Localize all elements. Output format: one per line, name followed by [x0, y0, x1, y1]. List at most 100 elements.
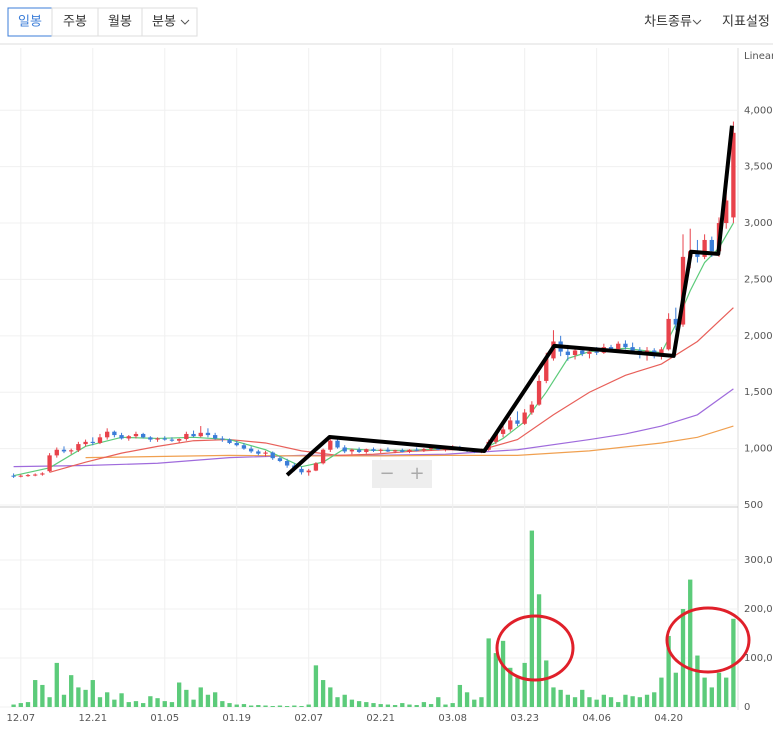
- y-tick-label: 100,000: [744, 653, 773, 664]
- volume-bar: [241, 704, 247, 707]
- tab-label[interactable]: 월봉: [108, 15, 132, 30]
- tab-button[interactable]: [97, 7, 143, 37]
- candle-body: [277, 458, 283, 462]
- scale-mode: Linear: [744, 51, 773, 62]
- zoom-in[interactable]: +: [409, 463, 424, 484]
- y-tick-label: 300,000: [744, 555, 773, 566]
- candle-body: [400, 450, 405, 452]
- volume-bar: [335, 697, 340, 707]
- volume-bar: [529, 530, 535, 707]
- y-tick-label: 1,500: [744, 387, 773, 398]
- candle-body: [148, 437, 153, 440]
- candle-body: [616, 343, 621, 350]
- volume-bar: [277, 705, 283, 707]
- y-tick-label: 2,500: [744, 274, 773, 285]
- candle-body: [594, 351, 599, 353]
- tab-button[interactable]: [51, 7, 99, 37]
- y-tick-label: 3,500: [744, 162, 773, 173]
- volume-bar: [356, 701, 362, 707]
- candle-body: [544, 358, 549, 381]
- candle-body: [522, 412, 527, 424]
- volume-bar: [155, 698, 160, 707]
- volume-bar: [126, 702, 131, 707]
- volume-bar: [500, 640, 506, 707]
- volume-bar: [69, 675, 74, 707]
- candle-body: [378, 449, 383, 451]
- volume-bar: [472, 699, 477, 707]
- candle-body: [493, 433, 499, 442]
- volume-bar: [205, 694, 211, 707]
- volume-bar: [248, 705, 254, 707]
- volume-bar: [25, 702, 31, 707]
- volume-bar: [90, 680, 95, 707]
- volume-bar: [544, 660, 549, 707]
- candle-body: [112, 431, 117, 436]
- candle-body: [500, 429, 506, 434]
- candle-body: [54, 449, 59, 456]
- volume-bar: [198, 687, 203, 707]
- volume-bar: [580, 689, 585, 707]
- volume-bar: [320, 680, 326, 707]
- candle-body: [83, 441, 88, 445]
- volume-bar: [76, 687, 81, 707]
- highlight-circle: [495, 614, 575, 682]
- candle-body: [421, 449, 427, 451]
- volume-bar: [33, 680, 38, 707]
- volume-bar: [83, 689, 88, 707]
- candle-body: [69, 450, 74, 452]
- volume-bar: [536, 594, 542, 707]
- candle-body: [270, 452, 275, 459]
- volume-bar: [162, 701, 167, 707]
- volume-bar: [342, 694, 347, 707]
- x-tick-label: 12.07: [6, 713, 35, 724]
- candle-body: [205, 432, 211, 436]
- volume-bar: [436, 697, 441, 707]
- volume-bar: [371, 703, 376, 707]
- candle-body: [320, 449, 326, 464]
- tab-label[interactable]: 일봉: [18, 15, 42, 30]
- candle-body: [191, 433, 196, 437]
- candle-body: [284, 461, 290, 466]
- volume-bar: [652, 692, 657, 707]
- volume-bar: [141, 703, 146, 707]
- tab-label[interactable]: 주봉: [63, 15, 87, 30]
- candle-body: [392, 450, 398, 452]
- candle-body: [155, 438, 160, 440]
- volume-bar: [47, 697, 52, 707]
- volume-bar: [54, 662, 59, 707]
- candle-body: [76, 444, 81, 451]
- x-tick-label: 01.05: [150, 713, 179, 724]
- volume-bar: [11, 704, 16, 707]
- volume-bar: [292, 705, 297, 707]
- moving-average: [13, 388, 734, 468]
- tab-button[interactable]: [141, 7, 198, 37]
- volume-bar: [40, 684, 45, 707]
- volume-bar: [637, 697, 642, 707]
- dropdown-icon: [180, 19, 190, 25]
- zoom-out[interactable]: −: [379, 463, 394, 484]
- volume-bar: [479, 697, 484, 707]
- volume-bar: [18, 703, 23, 707]
- candle-body: [565, 351, 571, 355]
- volume-bar: [220, 701, 225, 707]
- volume-bar: [666, 635, 671, 707]
- volume-bar: [407, 704, 412, 707]
- indicator-button[interactable]: 지표설정: [722, 15, 770, 30]
- candle-body: [90, 441, 95, 443]
- candle-body: [11, 475, 16, 477]
- volume-bar: [105, 692, 110, 707]
- candle-body: [263, 452, 268, 454]
- volume-bar: [702, 677, 707, 707]
- y-tick-label: 200,000: [744, 604, 773, 615]
- zoom-control: [372, 460, 432, 488]
- tab-label[interactable]: 분봉: [152, 15, 176, 30]
- candle-body: [608, 347, 614, 350]
- volume-bar: [227, 703, 232, 707]
- volume-bar: [378, 704, 383, 707]
- volume-bar: [421, 702, 427, 707]
- volume-bar: [328, 687, 333, 707]
- volume-bar: [493, 653, 499, 707]
- chart-type-button[interactable]: 차트종류: [644, 15, 692, 30]
- volume-bar: [594, 699, 599, 707]
